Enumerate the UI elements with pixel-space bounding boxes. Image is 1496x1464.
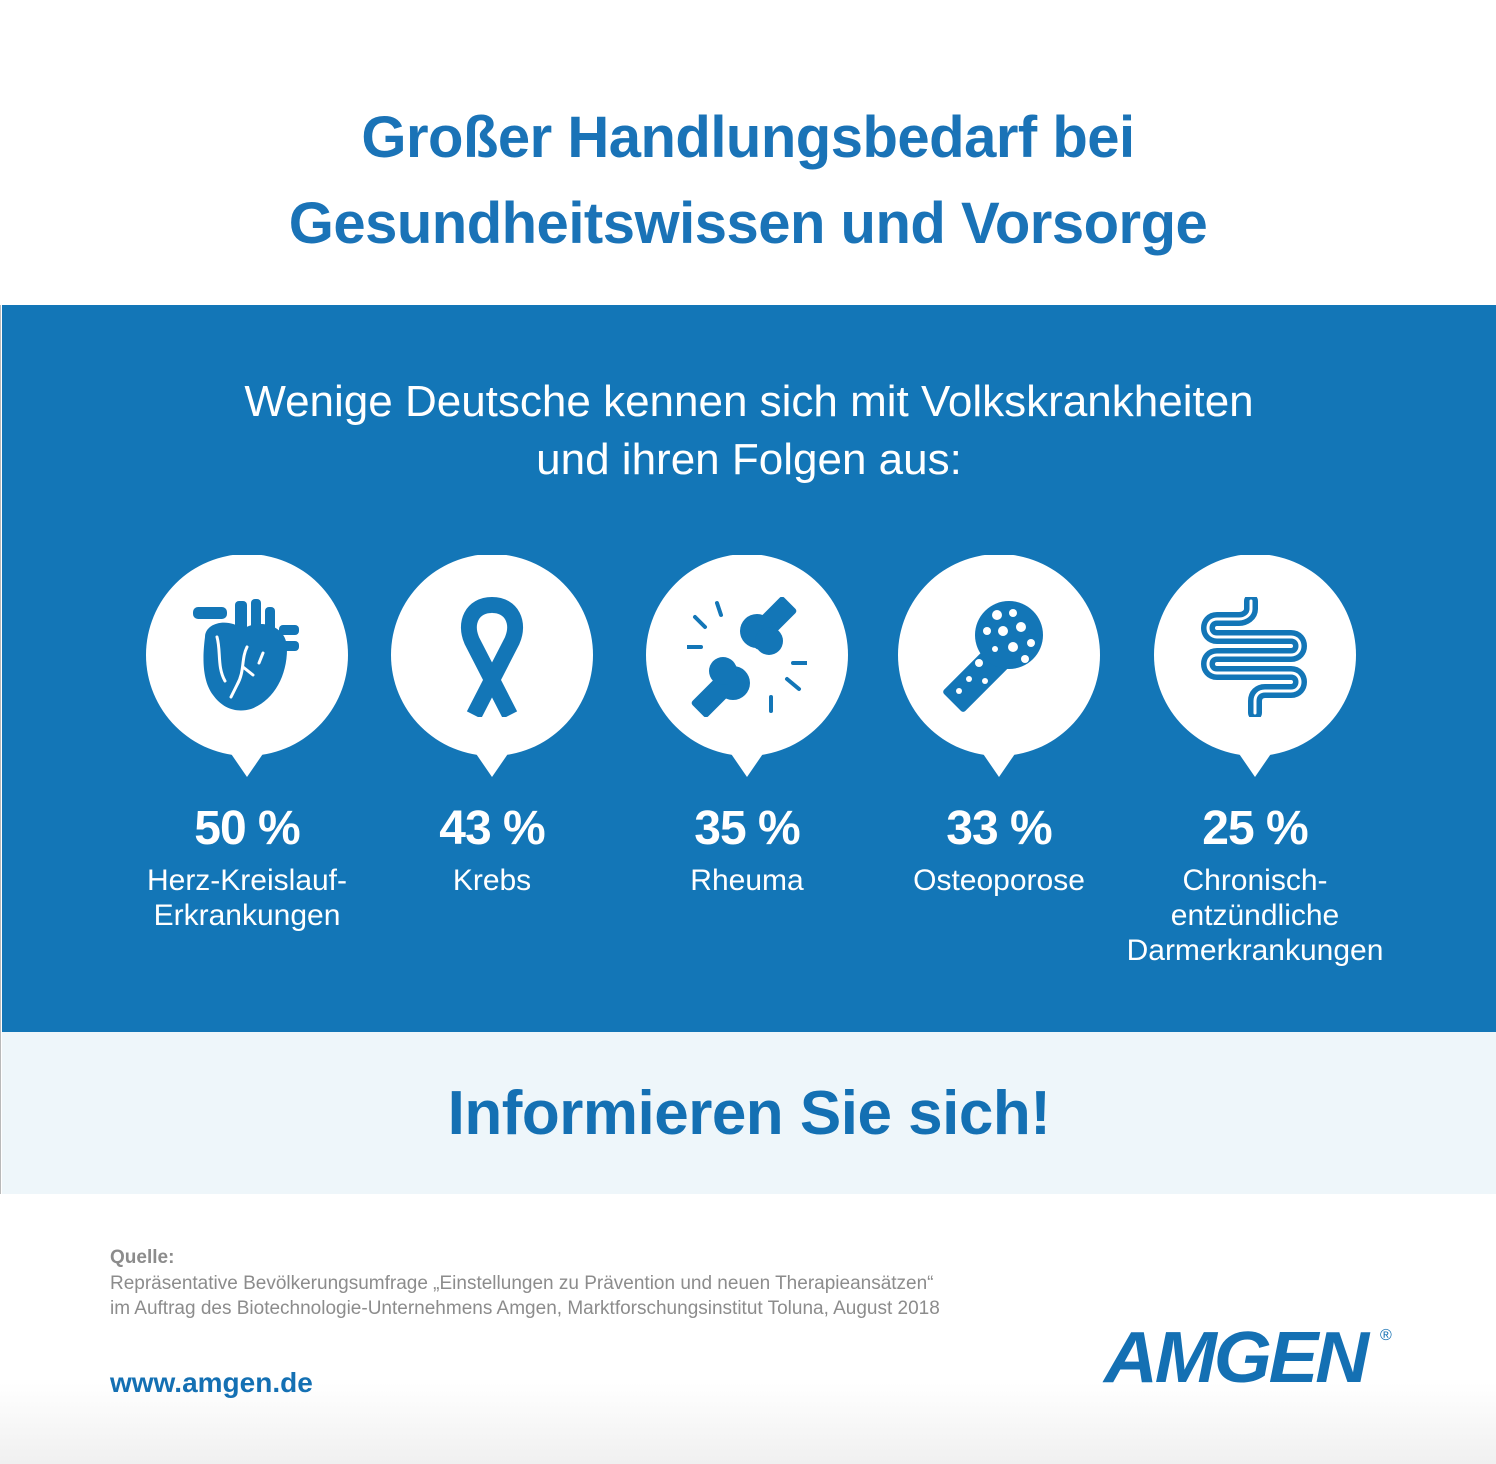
stat-bubble [1153,555,1357,777]
subtitle-line-2: und ihren Folgen aus: [536,435,962,484]
stat-label-line-1: Rheuma [690,864,804,897]
title-line-2: Gesundheitswissen und Vorsorge [288,191,1208,256]
stat-label: Rheuma [597,863,897,898]
stat-label-line-1: Herz-Kreislauf- [146,864,348,897]
stat-ibd: 25 % Chronisch-entzündliche Darmerkranku… [1105,555,1405,968]
stats-subtitle: Wenige Deutsche kennen sich mit Volkskra… [2,373,1496,489]
joint-icon [687,597,807,717]
stat-cancer: 43 % Krebs [342,555,642,898]
stat-value: 33 % [946,802,1052,855]
stat-label-line-2: Erkrankungen [153,899,341,932]
stat-label-line-1: Chronisch-entzündliche [1170,864,1340,932]
ribbon-icon [460,597,524,717]
logo-text: AMGEN [1102,1322,1371,1392]
header: Großer Handlungsbedarf bei Gesundheitswi… [0,0,1496,305]
stat-value: 35 % [694,802,800,855]
stat-value: 25 % [1202,802,1308,855]
stat-bubble [897,555,1101,777]
stat-label-line-1: Krebs [452,864,532,897]
footer: Quelle: Repräsentative Bevölkerungsumfra… [0,1194,1496,1464]
stat-label: Chronisch-entzündliche Darmerkrankungen [1105,863,1405,968]
call-to-action: Informieren Sie sich! [2,1032,1496,1194]
stat-bubble [390,555,594,777]
stat-cardiovascular: 50 % Herz-Kreislauf- Erkrankungen [97,555,397,933]
stat-label-line-1: Osteoporose [913,864,1085,897]
amgen-logo: AMGEN ® [1102,1322,1392,1392]
cta-text: Informieren Sie sich! [447,1079,1051,1148]
stat-rheumatism: 35 % Rheuma [597,555,897,898]
stat-label: Herz-Kreislauf- Erkrankungen [97,863,397,933]
stat-value: 50 % [194,802,300,855]
stats-band: Wenige Deutsche kennen sich mit Volkskra… [2,305,1496,1032]
source-line-2: im Auftrag des Biotechnologie-Unternehme… [110,1298,940,1319]
source-heading: Quelle: [110,1247,175,1268]
stat-label: Krebs [342,863,642,898]
stat-label: Osteoporose [849,863,1149,898]
stat-bubble [145,555,349,777]
heart-icon [193,599,299,711]
title-line-1: Großer Handlungsbedarf bei [361,105,1135,170]
intestine-icon [1201,597,1307,717]
website-link[interactable]: www.amgen.de [110,1367,313,1398]
pin-shape [391,555,593,777]
stat-bubble [645,555,849,777]
source-line-1: Repräsentative Bevölkerungsumfrage „Eins… [110,1273,934,1294]
stat-osteoporosis: 33 % Osteoporose [849,555,1149,898]
page-title: Großer Handlungsbedarf bei Gesundheitswi… [0,95,1496,267]
subtitle-line-1: Wenige Deutsche kennen sich mit Volkskra… [244,377,1254,426]
stat-label-line-2: Darmerkrankungen [1126,934,1384,967]
bone-icon [943,601,1043,712]
registered-mark: ® [1380,1327,1392,1344]
stat-value: 43 % [439,802,545,855]
